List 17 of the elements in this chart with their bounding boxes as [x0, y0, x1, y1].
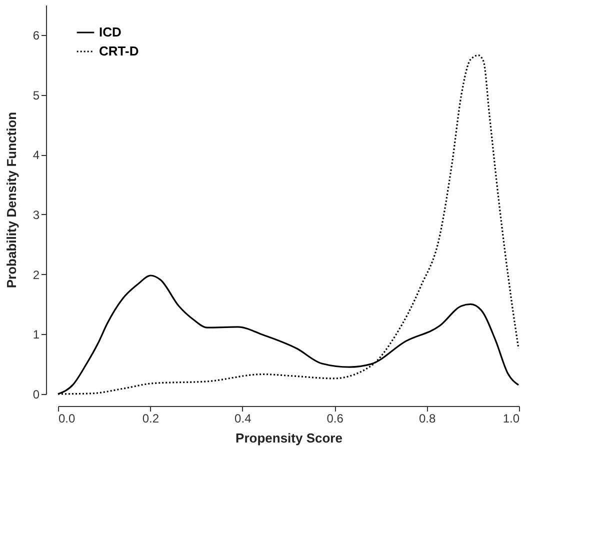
x-axis-title: Propensity Score [236, 430, 342, 446]
y-axis-title: Probability Density Function [4, 112, 19, 288]
y-tick-label: 1 [32, 328, 40, 342]
x-tick-label: 0.4 [234, 412, 252, 426]
legend-label: CRT-D [99, 44, 139, 58]
y-tick-label: 5 [32, 88, 40, 102]
y-tick-label: 2 [32, 268, 40, 282]
y-tick-label: 4 [32, 148, 40, 162]
x-tick-label: 0.2 [142, 412, 160, 426]
x-tick-label: 0.8 [418, 412, 436, 426]
x-tick-label: 0.6 [326, 412, 344, 426]
y-tick-label: 0 [32, 388, 40, 402]
x-tick-label: 1.0 [502, 412, 520, 426]
x-tick-label: 0.0 [58, 412, 76, 426]
legend-label: ICD [99, 24, 122, 40]
y-tick-label: 3 [32, 208, 40, 222]
y-tick-label: 6 [32, 28, 40, 42]
